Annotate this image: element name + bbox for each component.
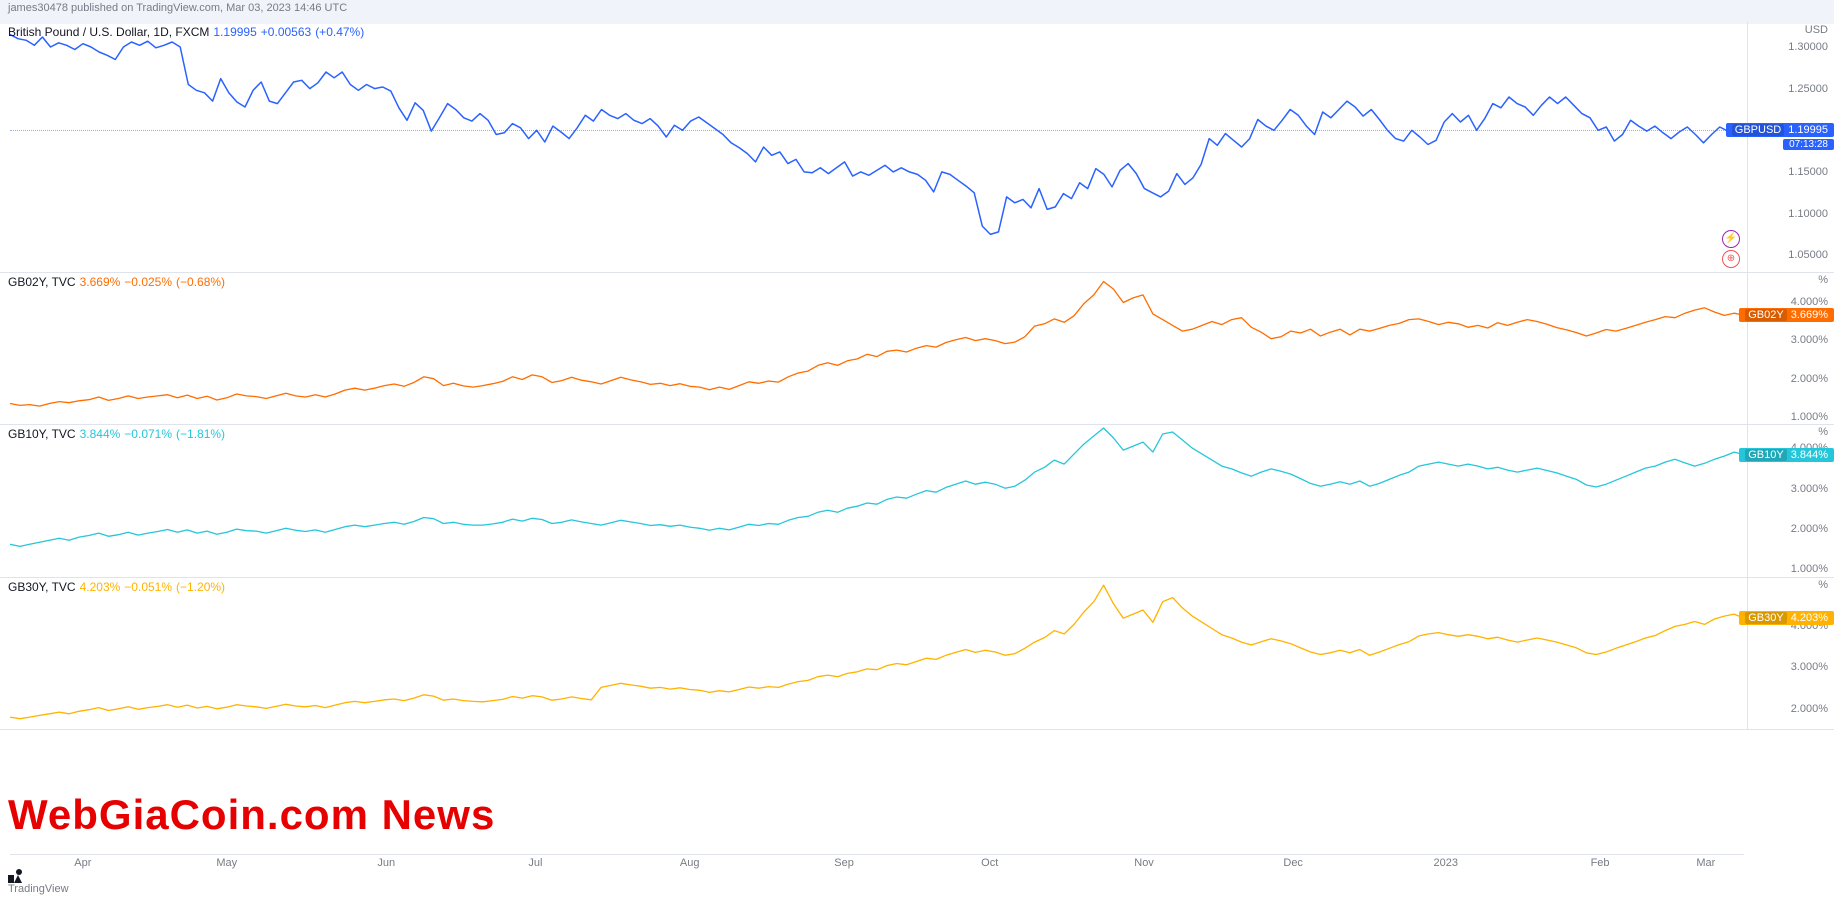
axis-tick: 4.000% [1791,296,1828,308]
publish-text: james30478 published on TradingView.com,… [8,2,347,14]
time-tick: Aug [680,857,700,869]
axis-tick: 1.000% [1791,411,1828,423]
chart-area-gbpusd[interactable] [10,22,1744,272]
time-tick: Jun [377,857,395,869]
time-axis[interactable]: Apr May Jun Jul Aug Sep Oct Nov Dec 2023 Feb Mar [10,854,1744,875]
axis-tick: 1.10000 [1788,208,1828,220]
axis-tick: 1.30000 [1788,41,1828,53]
pane-gbpusd: British Pound / U.S. Dollar, 1D, FXCM1.1… [0,22,1834,273]
legend-gb30y[interactable]: GB30Y, TVC4.203%−0.051%(−1.20%) [8,580,229,594]
pane-gb02y: GB02Y, TVC3.669%−0.025%(−0.68%)% 1.000% 2.… [0,272,1834,425]
axis-tick: 3.000% [1791,661,1828,673]
price-axis-gb02y[interactable]: %1.000%2.000%3.000%4.000%GB02Y3.669% [1747,272,1834,424]
current-price-line [10,130,1744,131]
price-tag-gb02y: GB02Y3.669% [1739,308,1834,322]
time-tick: Oct [981,857,998,869]
price-axis-gb30y[interactable]: %2.000%3.000%4.000%GB30Y4.203% [1747,577,1834,729]
countdown: 07:13:28 [1783,139,1834,150]
axis-tick: 1.25000 [1788,83,1828,95]
chart-area-gb10y[interactable] [10,424,1744,576]
footer-brand: TradingView [8,869,69,895]
axis-tick: 3.000% [1791,334,1828,346]
axis-tick: 1.000% [1791,563,1828,575]
time-tick: Apr [74,857,91,869]
flash-icon[interactable]: ⚡ [1722,230,1740,248]
axis-tick: 2.000% [1791,523,1828,535]
price-axis-gbpusd[interactable]: USD1.050001.100001.150001.200001.250001.… [1747,22,1834,272]
pane-gb30y: GB30Y, TVC4.203%−0.051%(−1.20%)% 2.000% 3.… [0,577,1834,730]
price-tag-gb10y: GB10Y3.844% [1739,448,1834,462]
panes-container: British Pound / U.S. Dollar, 1D, FXCM1.1… [0,22,1834,855]
globe-icon[interactable]: ⊕ [1722,250,1740,268]
legend-gb10y[interactable]: GB10Y, TVC3.844%−0.071%(−1.81%) [8,427,229,441]
axis-unit: % [1818,274,1828,286]
pane-corner-icons: ⚡⊕ [1722,230,1740,268]
axis-unit: % [1818,579,1828,591]
time-tick: Sep [834,857,854,869]
time-tick: Nov [1134,857,1154,869]
chart-area-gb30y[interactable] [10,577,1744,729]
legend-gbpusd[interactable]: British Pound / U.S. Dollar, 1D, FXCM1.1… [8,25,368,39]
axis-tick: 1.05000 [1788,249,1828,261]
time-tick: Dec [1283,857,1303,869]
price-tag-gb30y: GB30Y4.203% [1739,611,1834,625]
axis-tick: 1.15000 [1788,166,1828,178]
time-tick: May [216,857,237,869]
axis-unit: USD [1805,24,1828,36]
axis-unit: % [1818,426,1828,438]
time-tick: Mar [1696,857,1715,869]
axis-tick: 2.000% [1791,373,1828,385]
time-tick: 2023 [1434,857,1458,869]
axis-tick: 3.000% [1791,483,1828,495]
chart-area-gb02y[interactable] [10,272,1744,424]
time-tick: Feb [1591,857,1610,869]
publish-header: james30478 published on TradingView.com,… [0,0,1834,24]
price-tag-gbpusd: GBPUSD1.19995 [1726,123,1834,137]
axis-tick: 2.000% [1791,703,1828,715]
legend-gb02y[interactable]: GB02Y, TVC3.669%−0.025%(−0.68%) [8,275,229,289]
pane-gb10y: GB10Y, TVC3.844%−0.071%(−1.81%)% 1.000% 2.… [0,424,1834,577]
time-tick: Jul [528,857,542,869]
price-axis-gb10y[interactable]: %1.000%2.000%3.000%4.000%GB10Y3.844% [1747,424,1834,576]
